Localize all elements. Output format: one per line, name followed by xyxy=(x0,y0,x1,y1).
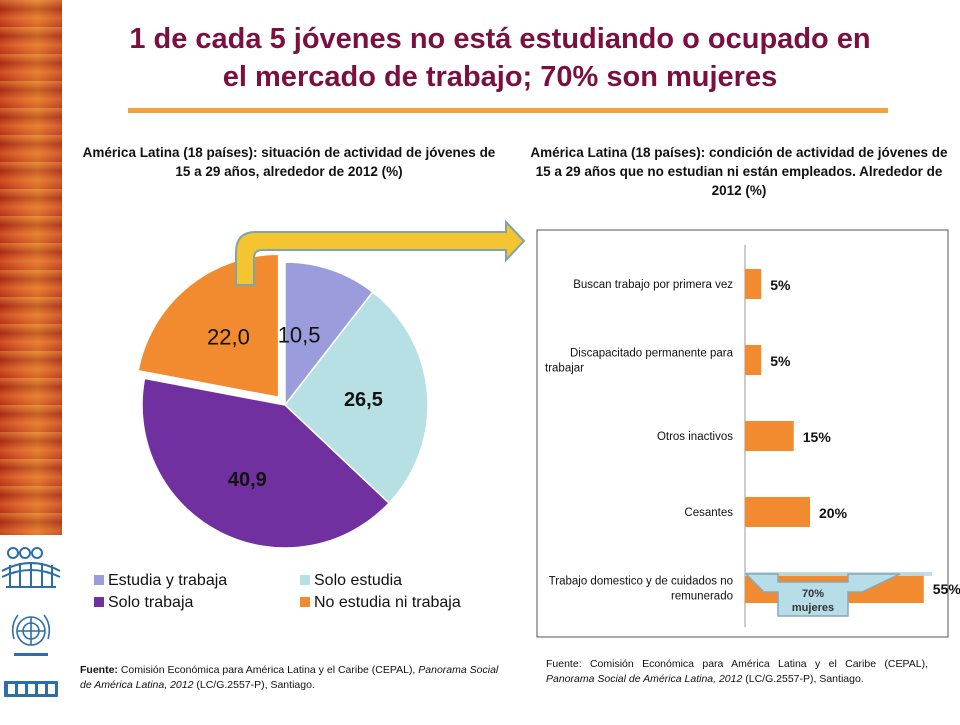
un-caption-mark xyxy=(14,653,48,656)
pie-source-italic: Panorama Social de América Latina, 2012 xyxy=(80,664,499,691)
bar-value-label: 15% xyxy=(803,429,832,445)
pie-source-note: Fuente: Comisión Económica para América … xyxy=(80,663,500,693)
bar-source-note: Fuente: Comisión Económica para América … xyxy=(546,657,928,687)
pie-subtitle: América Latina (18 países): situación de… xyxy=(82,145,496,179)
bar-chart-frame xyxy=(536,229,949,638)
cepal-emblem-icon xyxy=(1,547,61,588)
decorative-sidebar xyxy=(0,0,62,720)
women-badge: 70% mujeres xyxy=(744,572,932,617)
bar-otros-inactivos xyxy=(745,421,794,451)
bar-source-italic: Panorama Social de América Latina, 2012 xyxy=(546,673,743,685)
legend-label: Solo estudia xyxy=(314,572,402,589)
bar-discapacitado-permanente-para-trabajar xyxy=(745,345,762,375)
legend-swatch xyxy=(94,575,104,585)
bar-cesantes xyxy=(745,497,810,527)
bar-category-label: Discapacitado permanente para xyxy=(570,348,734,360)
connector-arrow-icon xyxy=(235,219,526,286)
pie-source-text1: Comisión Económica para América Latina y… xyxy=(117,664,419,676)
bar-source-text1: Fuente: Comisión Económica para América … xyxy=(546,658,928,670)
sidebar-pattern xyxy=(0,0,62,540)
bar-category-label: trabajar xyxy=(545,363,584,375)
legend-label: No estudia ni trabaja xyxy=(314,594,461,611)
bar-category-label: Buscan trabajo por primera vez xyxy=(573,279,733,291)
bar-subtitle: América Latina (18 países): condición de… xyxy=(530,145,948,198)
legend-item-no-estudia-ni-trabaja: No estudia ni trabaja xyxy=(300,594,461,611)
pie-value-label: 26,5 xyxy=(344,389,383,411)
bar-value-label: 5% xyxy=(770,277,791,293)
bar-value-label: 20% xyxy=(819,505,848,521)
pie-slice-no-estudia-ni-trabaja xyxy=(137,253,280,399)
pie-value-label: 40,9 xyxy=(228,469,267,491)
bar-category-label: Trabajo domestico y de cuidados no xyxy=(549,576,733,588)
page-title-line2: el mercado de trabajo; 70% son mujeres xyxy=(222,61,778,93)
pie-source-text2: (LC/G.2557-P), Santiago. xyxy=(193,679,315,691)
badge-callout xyxy=(744,573,901,617)
badge-label: mujeres xyxy=(792,602,834,614)
bar-category-label: Cesantes xyxy=(684,507,733,519)
legend-label: Solo trabaja xyxy=(108,594,193,611)
bar-category-label: Otros inactivos xyxy=(657,431,733,443)
page-title-line1: 1 de cada 5 jóvenes no está estudiando o… xyxy=(129,23,871,55)
bar-category-label: remunerado xyxy=(671,591,733,603)
pie-value-label: 22,0 xyxy=(207,324,250,349)
pie-slice-solo-trabaja xyxy=(141,377,391,549)
bar-source-text2: (LC/G.2557-P), Santiago. xyxy=(742,673,864,685)
pie-slice-estudia-y-trabaja xyxy=(284,261,374,408)
bar-buscan-trabajo-por-primera-vez xyxy=(745,269,762,299)
title-divider xyxy=(128,108,888,113)
pie-slice-solo-estudia xyxy=(283,291,429,505)
bar-value-label: 55% xyxy=(933,581,960,597)
logo-panel xyxy=(0,535,62,720)
page-title: 1 de cada 5 jóvenes no está estudiando o… xyxy=(80,20,920,96)
badge-percent: 70% xyxy=(802,588,824,600)
pie-source-label: Fuente: xyxy=(80,664,118,676)
legend-swatch xyxy=(300,597,310,607)
un-emblem-icon xyxy=(11,614,51,646)
legend-item-solo-estudia: Solo estudia xyxy=(300,572,402,589)
legend-swatch xyxy=(300,575,310,585)
bar-value-label: 5% xyxy=(770,353,791,369)
pie-value-label: 10,5 xyxy=(278,322,321,347)
legend-item-solo-trabaja: Solo trabaja xyxy=(94,594,193,611)
legend-label: Estudia y trabaja xyxy=(108,572,227,589)
legend-swatch xyxy=(94,597,104,607)
cepal-wordmark-letters xyxy=(8,684,55,694)
cepal-logos xyxy=(1,547,61,697)
legend-item-estudia-y-trabaja: Estudia y trabaja xyxy=(94,572,227,589)
